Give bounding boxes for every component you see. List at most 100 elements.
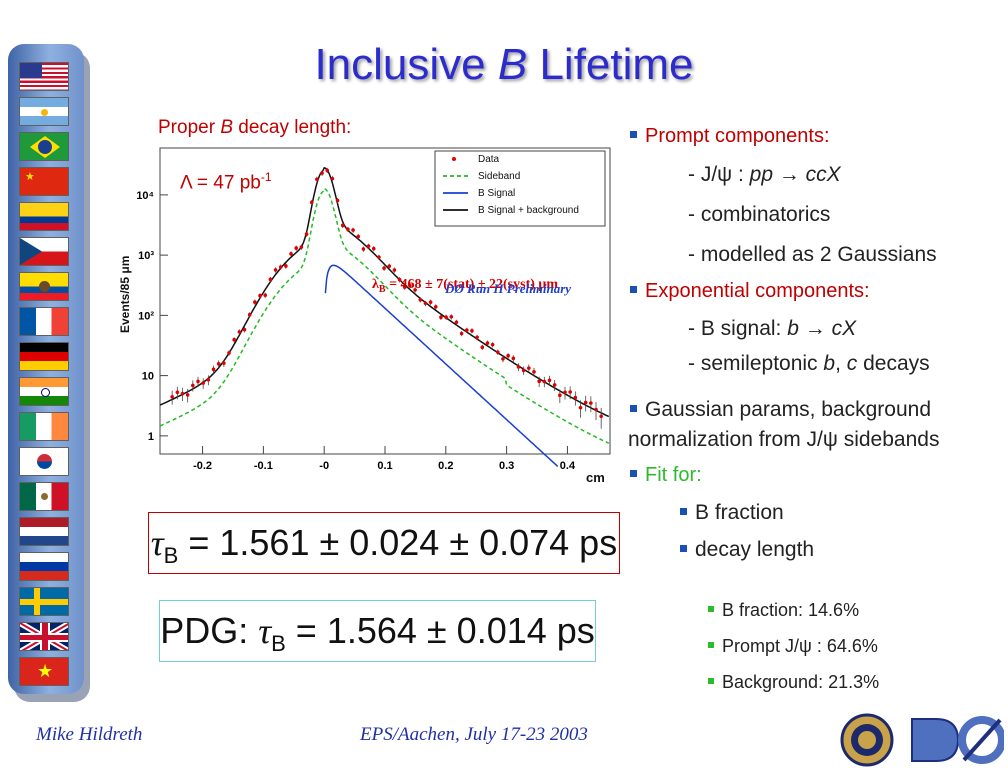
prompt-line-1: - J/ψ : pp → ccX	[688, 163, 841, 186]
data-point	[377, 255, 381, 259]
data-point	[589, 401, 593, 405]
data-point	[594, 407, 598, 412]
footer-event: EPS/Aachen, July 17-23 2003	[360, 724, 588, 745]
data-point	[175, 390, 180, 395]
data-point	[501, 357, 505, 361]
germany-flag	[19, 342, 69, 371]
data-point	[289, 252, 293, 256]
data-point	[216, 362, 221, 366]
data-point	[444, 315, 448, 319]
x-tick-label: 0.1	[377, 460, 392, 472]
data-point	[599, 414, 603, 419]
legend-label: Data	[478, 154, 500, 165]
bullet-square-icon	[680, 508, 687, 515]
x-tick-label: 0.2	[438, 460, 453, 472]
data-point	[527, 366, 531, 370]
data-point	[371, 246, 376, 251]
data-point	[464, 328, 469, 333]
usa-flag	[19, 62, 69, 91]
preliminary-label: DØ Run II Preliminary	[444, 281, 571, 296]
data-point	[475, 335, 479, 340]
data-point	[222, 361, 226, 365]
data-point	[552, 383, 557, 387]
sweden-flag	[19, 587, 69, 616]
data-point	[278, 265, 283, 269]
tau-result-box: τB = 1.561 ± 0.024 ± 0.074 ps	[148, 512, 620, 574]
bullet-square-icon	[680, 545, 687, 552]
flag-sidebar: ★ ★	[8, 44, 90, 702]
data-point	[185, 393, 190, 397]
india-flag	[19, 377, 69, 406]
czech-flag	[19, 237, 69, 266]
data-point	[532, 370, 536, 374]
data-point	[480, 345, 485, 350]
legend-label: B Signal + background	[478, 205, 579, 216]
chart-xlabel: cm	[586, 470, 605, 485]
data-point	[413, 288, 417, 292]
bullet-square-icon	[708, 606, 714, 612]
data-point	[346, 227, 350, 232]
data-point	[247, 312, 252, 317]
data-point	[196, 379, 200, 384]
russia-flag	[19, 552, 69, 581]
chart-ylabel: Events/85 μm	[118, 256, 132, 333]
expo-line-1: - B signal: b → cX	[688, 317, 857, 340]
data-point	[170, 394, 174, 399]
data-point	[423, 301, 428, 306]
data-point	[309, 200, 314, 205]
bullet-square-icon	[708, 642, 714, 648]
data-point	[330, 176, 335, 181]
data-point	[428, 300, 433, 304]
legend-marker-data	[452, 157, 456, 161]
data-point	[253, 300, 257, 304]
data-point	[284, 264, 288, 268]
ireland-flag	[19, 412, 69, 441]
bullet-square-icon	[630, 131, 637, 138]
data-point	[547, 378, 552, 383]
data-point	[449, 314, 454, 319]
prompt-line-2: - combinatorics	[688, 203, 831, 226]
y-tick-label: 10³	[138, 250, 154, 262]
bullet-gauss-1: Gaussian params, background	[630, 396, 931, 423]
france-flag	[19, 307, 69, 336]
data-point	[563, 390, 567, 395]
data-point	[459, 331, 464, 336]
data-point	[237, 330, 242, 334]
footer-author: Mike Hildreth	[36, 724, 143, 745]
data-point	[304, 232, 309, 236]
korea-flag	[19, 447, 69, 476]
d0-experiment-logo	[911, 716, 1004, 764]
colombia-flag	[19, 202, 69, 231]
data-point	[268, 277, 273, 282]
data-point	[191, 383, 195, 388]
fit-item-2: decay length	[680, 536, 814, 563]
bullet-square-icon	[630, 286, 637, 293]
sideband-curve	[159, 187, 610, 444]
data-point	[568, 390, 572, 394]
data-point	[511, 356, 516, 361]
plot-caption: Proper B decay length:	[158, 117, 352, 138]
pdg-result-box: PDG: τB = 1.564 ± 0.014 ps	[159, 600, 596, 662]
y-tick-label: 10²	[138, 310, 154, 322]
data-point	[356, 234, 361, 239]
data-point	[180, 391, 185, 396]
data-point	[320, 171, 324, 175]
brazil-flag	[19, 132, 69, 161]
argentina-flag	[19, 97, 69, 126]
data-point	[206, 377, 211, 382]
data-point	[537, 379, 541, 384]
x-tick-label: -0.2	[193, 460, 212, 472]
data-point	[516, 365, 521, 369]
data-point	[573, 395, 578, 400]
x-tick-label: 0.4	[560, 460, 576, 472]
data-point	[558, 393, 562, 398]
legend-label: B Signal	[478, 188, 515, 199]
data-point	[258, 293, 262, 298]
data-point	[485, 341, 490, 345]
y-tick-label: 10⁴	[136, 190, 154, 202]
luminosity-label: Λ = 47 pb-1	[180, 170, 272, 194]
prompt-line-3: - modelled as 2 Gaussians	[688, 243, 937, 266]
data-point	[242, 327, 247, 332]
bullet-fit-title: Fit for:	[630, 462, 702, 488]
data-point	[521, 368, 526, 373]
